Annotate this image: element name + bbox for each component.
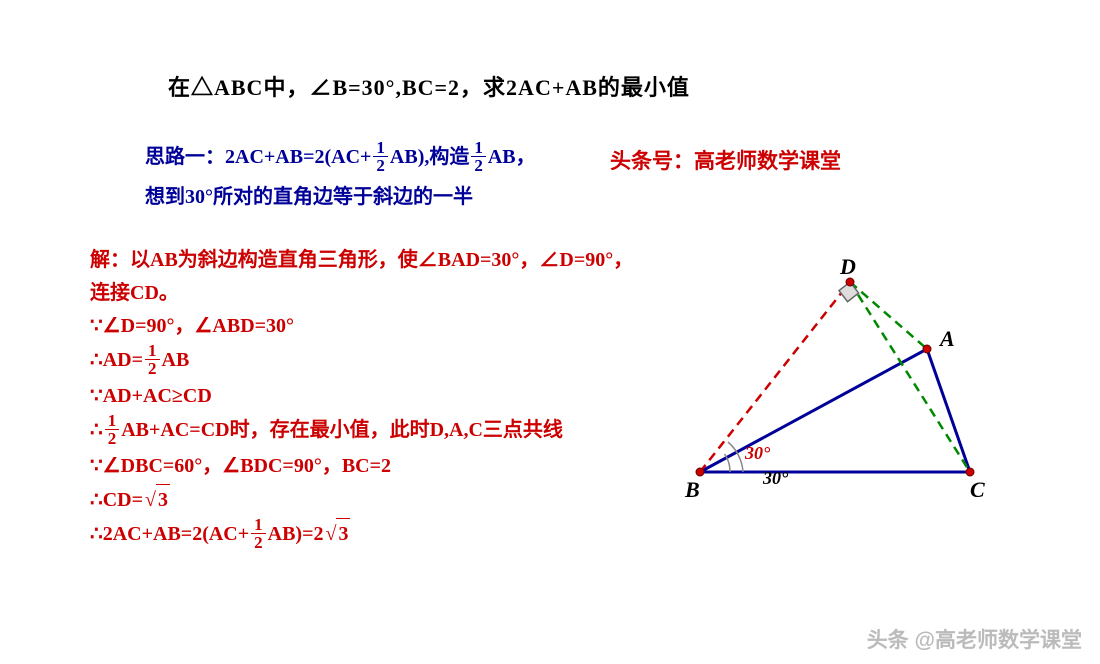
approach-1a: 思路一：2AC+AB=2(AC+ (145, 146, 371, 168)
approach-1c: AB， (488, 146, 536, 168)
source-credit: 头条号：高老师数学课堂 (610, 145, 841, 175)
svg-text:A: A (938, 326, 955, 351)
svg-text:B: B (684, 477, 700, 502)
problem-statement: 在△ABC中，∠B=30°,BC=2，求2AC+AB的最小值 (168, 70, 1010, 102)
geometry-diagram: 30° 30° B C A D (675, 254, 1005, 534)
approach-block: 思路一：2AC+AB=2(AC+12AB),构造12AB， 想到30°所对的直角… (145, 137, 1010, 217)
frac: 12 (471, 139, 486, 174)
svg-text:D: D (839, 254, 856, 279)
approach-2: 想到30°所对的直角边等于斜边的一半 (145, 177, 1010, 217)
approach-1b: AB),构造 (390, 146, 469, 168)
watermark: 头条 @高老师数学课堂 (867, 624, 1082, 654)
svg-text:30°: 30° (744, 443, 771, 463)
frac: 12 (373, 139, 388, 174)
svg-text:C: C (970, 477, 985, 502)
svg-text:30°: 30° (762, 468, 789, 488)
